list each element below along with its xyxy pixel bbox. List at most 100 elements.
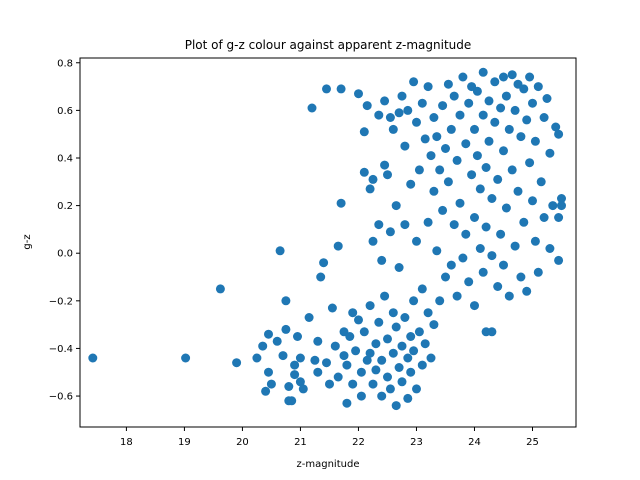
scatter-point [501, 91, 511, 101]
scatter-point [452, 155, 462, 165]
scatter-point [371, 365, 381, 375]
scatter-point [264, 329, 273, 339]
scatter-points [88, 67, 566, 411]
scatter-point [295, 353, 305, 363]
scatter-point [380, 291, 390, 301]
scatter-point [496, 103, 506, 113]
x-tick-label: 22 [352, 437, 365, 448]
scatter-point [528, 98, 537, 108]
scatter-point [388, 124, 398, 134]
scatter-point [403, 105, 413, 115]
scatter-point [313, 336, 323, 346]
scatter-point [501, 203, 511, 213]
scatter-point [472, 151, 482, 161]
scatter-point [533, 267, 543, 277]
scatter-point [325, 379, 334, 389]
y-tick-label: 0.4 [57, 153, 73, 164]
scatter-point [388, 348, 398, 358]
scatter-point [295, 377, 305, 387]
scatter-point [493, 174, 503, 184]
scatter-point [394, 108, 404, 118]
scatter-point [181, 353, 191, 363]
scatter-point [348, 379, 358, 389]
scatter-point [449, 220, 459, 230]
scatter-point [403, 353, 413, 363]
scatter-point [525, 158, 535, 168]
y-axis-ticks: −0.6 −0.4 −0.2 0.0 0.2 0.4 0.6 0.8 [49, 58, 80, 403]
scatter-point [385, 227, 395, 237]
scatter-point [429, 113, 439, 122]
x-tick-label: 19 [178, 437, 191, 448]
scatter-point [499, 72, 508, 82]
x-tick-label: 23 [410, 437, 423, 448]
scatter-point [394, 363, 404, 372]
scatter-point [333, 372, 343, 382]
scatter-point [510, 241, 520, 251]
scatter-point [493, 282, 503, 291]
scatter-point [461, 139, 471, 149]
scatter-point [464, 277, 474, 287]
scatter-point [391, 201, 401, 211]
scatter-point [510, 105, 520, 115]
scatter-point [319, 258, 329, 268]
scatter-point [435, 165, 445, 175]
x-tick-label: 18 [120, 437, 133, 448]
x-tick-label: 24 [468, 437, 481, 448]
scatter-point [429, 186, 439, 196]
scatter-point [516, 272, 526, 282]
scatter-point [548, 201, 558, 211]
y-tick-label: 0.6 [57, 106, 73, 117]
scatter-point [272, 336, 282, 346]
scatter-point [368, 236, 378, 246]
scatter-point [290, 360, 300, 370]
scatter-point [264, 367, 273, 377]
scatter-point [481, 222, 491, 232]
x-tick-label: 20 [236, 437, 249, 448]
scatter-point [409, 77, 419, 87]
scatter-point [365, 301, 375, 311]
scatter-point [461, 229, 471, 239]
scatter-point [377, 391, 387, 401]
scatter-point [530, 236, 540, 246]
scatter-point [446, 124, 456, 134]
y-tick-label: −0.6 [49, 392, 73, 403]
scatter-point [449, 91, 459, 101]
scatter-point [496, 229, 506, 239]
scatter-point [412, 384, 421, 394]
scatter-point [490, 77, 500, 87]
scatter-point [542, 94, 552, 103]
scatter-point [380, 96, 390, 106]
scatter-point [554, 213, 564, 222]
x-tick-label: 25 [526, 437, 539, 448]
y-tick-label: 0.2 [57, 201, 73, 212]
scatter-point [470, 301, 479, 311]
scatter-point [298, 384, 308, 394]
scatter-point [426, 151, 436, 161]
scatter-point [275, 246, 285, 256]
scatter-point [354, 315, 363, 325]
scatter-point [339, 351, 349, 361]
scatter-point [504, 124, 514, 134]
scatter-point [536, 177, 546, 187]
scatter-point [554, 129, 564, 139]
scatter-point [266, 379, 276, 389]
x-axis-label: z-magnitude [297, 459, 360, 470]
scatter-point [391, 401, 401, 411]
y-axis-label: g-z [22, 234, 33, 249]
scatter-point [481, 163, 491, 172]
scatter-point [356, 367, 366, 377]
scatter-point [432, 246, 442, 256]
scatter-point [539, 213, 549, 222]
scatter-point [406, 179, 416, 189]
scatter-point [287, 396, 297, 406]
scatter-point [409, 296, 419, 306]
scatter-point [336, 84, 346, 94]
scatter-point [383, 170, 392, 180]
scatter-point [293, 332, 302, 341]
scatter-point [351, 346, 361, 356]
scatter-point [397, 91, 407, 101]
scatter-point [470, 213, 479, 222]
scatter-point [507, 70, 517, 80]
scatter-point [342, 360, 352, 370]
